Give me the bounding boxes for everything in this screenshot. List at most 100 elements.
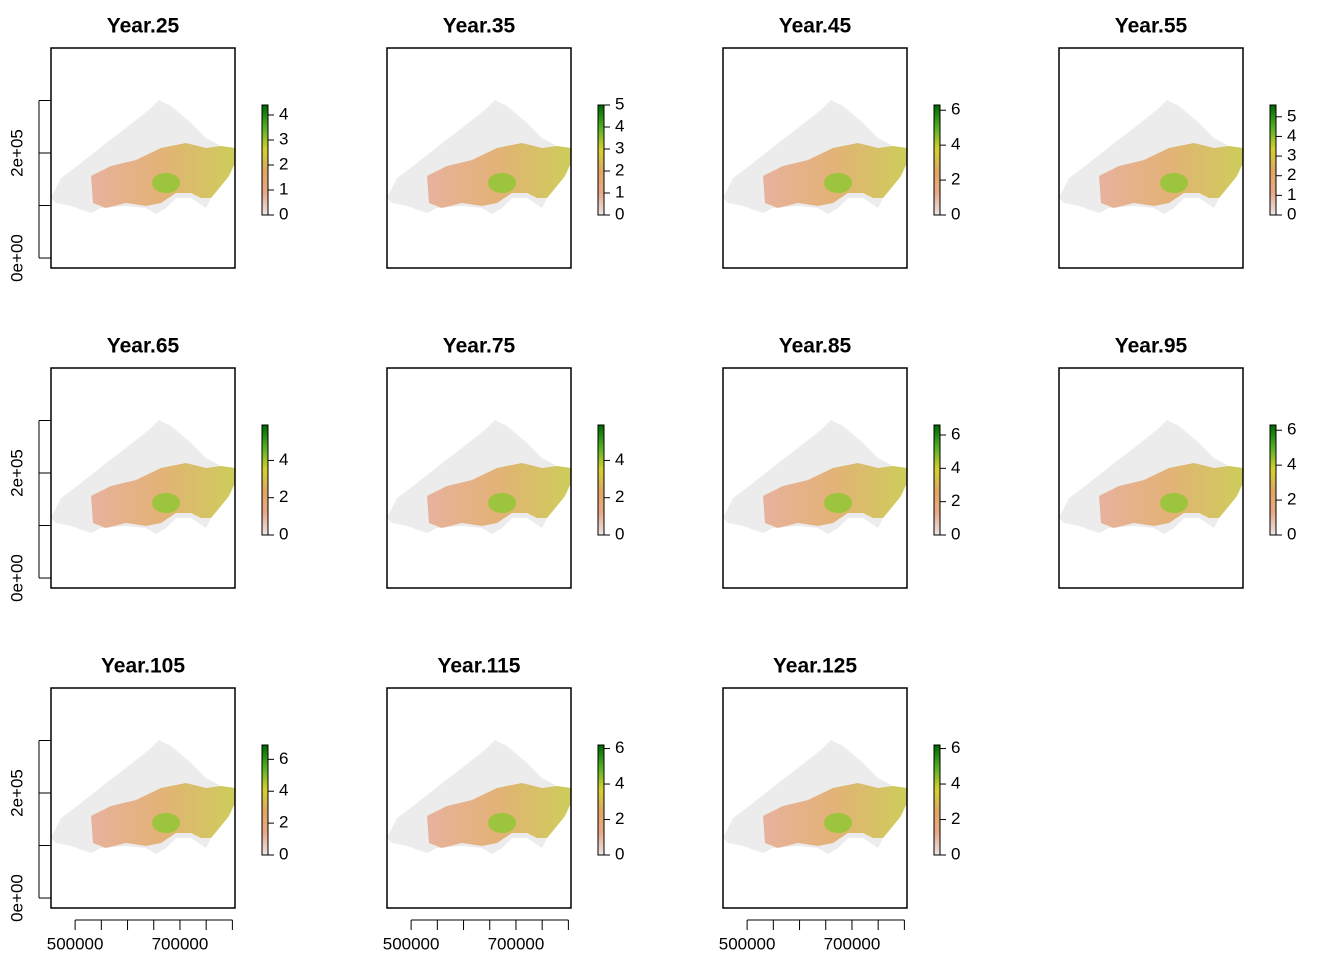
y-tick-label: 2e+05	[7, 769, 26, 817]
color-bar-label: 6	[1287, 420, 1296, 439]
color-bar	[597, 744, 605, 856]
color-bar-label: 5	[615, 94, 624, 113]
color-bar-label: 0	[615, 844, 624, 863]
high-value-area	[824, 173, 852, 193]
panel-title: Year.75	[443, 335, 516, 358]
high-value-area	[824, 493, 852, 513]
color-bar-label: 6	[951, 424, 960, 443]
panel-title: Year.45	[779, 15, 852, 38]
color-bar-label: 6	[951, 100, 960, 119]
color-bar	[933, 744, 941, 856]
panel-frame	[1058, 47, 1244, 269]
color-bar-label: 2	[951, 491, 960, 510]
y-tick-label: 0e+00	[7, 234, 26, 282]
panel-title: Year.125	[773, 655, 857, 678]
y-tick-label: 2e+05	[7, 449, 26, 497]
x-tick-label: 700000	[152, 934, 209, 953]
panel-title: Year.25	[107, 15, 180, 38]
map	[51, 740, 235, 854]
y-tick-label: 0e+00	[7, 874, 26, 922]
color-bar-label: 4	[951, 774, 960, 793]
panel-frame	[386, 47, 572, 269]
color-bar-label: 1	[615, 182, 624, 201]
panel-title: Year.85	[779, 335, 852, 358]
color-bar-label: 0	[615, 204, 624, 223]
color-bar-label: 4	[279, 781, 288, 800]
color-bar	[933, 424, 941, 536]
color-bar	[597, 424, 605, 536]
x-tick-label: 500000	[719, 934, 776, 953]
color-bar-label: 2	[951, 809, 960, 828]
x-tick-label: 700000	[824, 934, 881, 953]
color-bar-label: 1	[1287, 185, 1296, 204]
map	[1059, 100, 1243, 214]
color-bar-label: 3	[1287, 146, 1296, 165]
panel-title: Year.65	[107, 335, 180, 358]
panel-title: Year.105	[101, 655, 185, 678]
panel-frame	[722, 687, 908, 909]
color-bar-label: 3	[279, 129, 288, 148]
color-bar-label: 4	[951, 135, 960, 154]
color-bar	[261, 424, 269, 536]
color-bar-label: 6	[951, 738, 960, 757]
map	[387, 100, 571, 214]
map	[387, 740, 571, 854]
color-bar-label: 2	[951, 170, 960, 189]
color-bar-label: 1	[279, 179, 288, 198]
x-tick-label: 500000	[383, 934, 440, 953]
x-tick-label: 700000	[488, 934, 545, 953]
color-bar-label: 0	[951, 844, 960, 863]
color-bar-label: 4	[615, 774, 624, 793]
color-bar	[933, 104, 941, 216]
color-bar-label: 4	[1287, 126, 1296, 145]
color-bar-label: 6	[279, 749, 288, 768]
high-value-area	[152, 813, 180, 833]
color-bar-label: 5	[1287, 106, 1296, 125]
high-value-area	[488, 173, 516, 193]
color-bar-label: 2	[615, 487, 624, 506]
color-bar	[1269, 424, 1277, 536]
color-bar-label: 0	[279, 524, 288, 543]
high-value-area	[1160, 493, 1188, 513]
color-bar-label: 2	[615, 160, 624, 179]
color-bar-label: 0	[279, 204, 288, 223]
y-tick-label: 0e+00	[7, 554, 26, 602]
map	[723, 740, 907, 854]
color-bar	[261, 744, 269, 856]
color-bar-label: 6	[615, 738, 624, 757]
color-bar-label: 3	[615, 138, 624, 157]
map	[387, 420, 571, 534]
map	[51, 100, 235, 214]
panel-frame	[386, 367, 572, 589]
panel-title: Year.95	[1115, 335, 1188, 358]
color-bar-label: 4	[615, 450, 624, 469]
color-bar-label: 2	[615, 809, 624, 828]
panel-frame	[50, 687, 236, 909]
color-bar-label: 2	[1287, 490, 1296, 509]
panel-title: Year.115	[438, 655, 521, 678]
color-bar	[597, 104, 605, 216]
high-value-area	[488, 813, 516, 833]
color-bar-label: 0	[951, 204, 960, 223]
map	[1059, 420, 1243, 534]
color-bar-label: 4	[615, 116, 624, 135]
panel-title: Year.35	[443, 15, 516, 38]
color-bar-label: 2	[279, 154, 288, 173]
color-bar-label: 0	[1287, 204, 1296, 223]
color-bar-label: 4	[1287, 455, 1296, 474]
y-tick-label: 2e+05	[7, 129, 26, 177]
color-bar-label: 4	[951, 458, 960, 477]
high-value-area	[152, 173, 180, 193]
color-bar-label: 4	[279, 450, 288, 469]
color-bar	[1269, 104, 1277, 216]
color-bar-label: 0	[279, 844, 288, 863]
color-bar-label: 0	[615, 524, 624, 543]
panel-frame	[386, 687, 572, 909]
high-value-area	[152, 493, 180, 513]
high-value-area	[824, 813, 852, 833]
color-bar-label: 0	[1287, 524, 1296, 543]
color-bar-label: 2	[1287, 165, 1296, 184]
color-bar	[261, 104, 269, 216]
